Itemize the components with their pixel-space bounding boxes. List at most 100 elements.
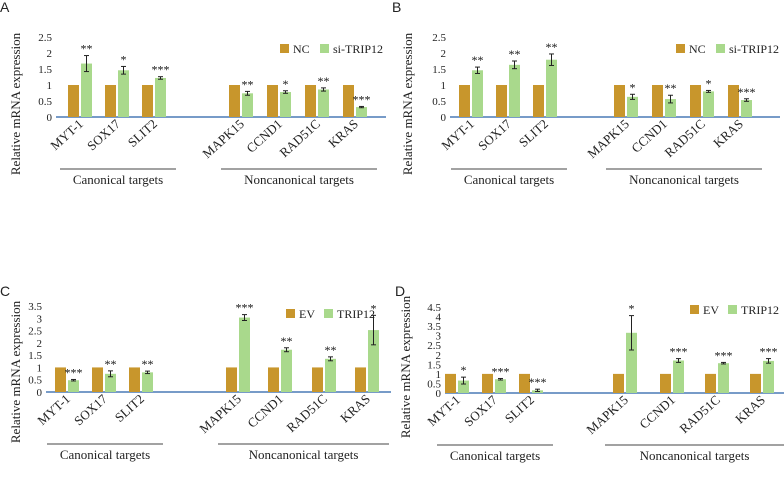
- bar-treatment: [665, 99, 676, 117]
- panel-c: C Relative mRNA expression EV TRIP12 00.…: [0, 283, 391, 462]
- bar-treatment: [356, 107, 367, 117]
- bar-control: [355, 367, 366, 392]
- bar-treatment: [546, 59, 557, 117]
- panel-d: D Relative mRNA expression EV TRIP12 00.…: [395, 283, 784, 463]
- significance-label: ***: [529, 375, 547, 389]
- bar-control: [459, 85, 470, 117]
- x-tick-label: RAD51C: [676, 392, 723, 436]
- y-tick-label: 0: [436, 388, 442, 400]
- x-tick-label: SOX17: [84, 116, 123, 154]
- legend: NC si-TRIP12: [280, 42, 383, 56]
- y-tick-label: 3.5: [28, 301, 42, 313]
- significance-label: ***: [152, 63, 170, 77]
- y-tick-label: 1: [47, 80, 53, 92]
- bar-control: [614, 85, 625, 117]
- x-tick-label: MAPK15: [199, 116, 247, 161]
- panel-letter: D: [395, 283, 405, 299]
- y-tick-label: 2.5: [432, 32, 446, 44]
- significance-label: **: [281, 334, 293, 348]
- y-tick-label: 2: [37, 338, 43, 350]
- panel-letter: A: [0, 0, 10, 15]
- bar-treatment: [763, 360, 774, 393]
- significance-label: **: [142, 357, 154, 371]
- x-tick-label: RAD51C: [283, 391, 330, 435]
- bar-treatment: [703, 91, 714, 117]
- x-tick-label: CCND1: [244, 391, 286, 431]
- significance-label: **: [325, 343, 337, 357]
- significance-label: **: [665, 81, 677, 95]
- y-tick-label: 0: [441, 112, 447, 124]
- y-tick-label: 1.5: [427, 359, 441, 371]
- legend-label-series-1: NC: [689, 42, 706, 56]
- panel-a: A Relative mRNA expression NC si-TRIP12 …: [0, 0, 386, 187]
- bar-control: [750, 373, 761, 393]
- legend-label-series-2: si-TRIP12: [729, 42, 779, 56]
- legend-swatch-series-2: [320, 44, 329, 53]
- x-tick-label: MAPK15: [584, 116, 632, 161]
- significance-label: *: [630, 80, 636, 94]
- y-tick-label: 2: [441, 48, 447, 60]
- group-label: Canonical targets: [60, 447, 150, 462]
- legend-swatch-series-1: [676, 44, 685, 53]
- bar-treatment: [495, 379, 506, 393]
- y-tick-label: 4.5: [427, 302, 441, 314]
- legend-label-series-1: NC: [293, 42, 310, 56]
- bar-control: [660, 373, 671, 393]
- significance-label: **: [546, 40, 558, 54]
- bar-control: [496, 85, 507, 117]
- bar-treatment: [472, 70, 483, 117]
- group-label: Noncanonical targets: [249, 447, 359, 462]
- y-tick-label: 3: [436, 331, 442, 343]
- panel-b: B Relative mRNA expression NC si-TRIP12 …: [392, 0, 780, 187]
- significance-label: ***: [492, 364, 510, 378]
- significance-label: **: [509, 47, 521, 61]
- bar-treatment: [242, 93, 253, 117]
- legend-label-series-2: si-TRIP12: [333, 42, 383, 56]
- bar-treatment: [155, 77, 166, 117]
- y-tick-label: 4: [436, 312, 442, 324]
- x-tick-label: KRAS: [710, 116, 746, 150]
- significance-label: ***: [353, 92, 371, 106]
- significance-label: *: [706, 76, 712, 90]
- significance-label: *: [371, 301, 377, 315]
- significance-label: ***: [738, 85, 756, 99]
- significance-label: *: [461, 363, 467, 377]
- x-tick-label: SLIT2: [502, 392, 537, 426]
- y-tick-label: 1.5: [432, 64, 446, 76]
- bar-treatment: [280, 92, 291, 117]
- x-tick-label: KRAS: [732, 392, 768, 426]
- panel-letter: C: [0, 283, 10, 299]
- bar-chart: 00.511.522.533.544.5 * MYT-1 *** SOX17 *** SLI…: [424, 302, 784, 463]
- bar-treatment: [81, 63, 92, 117]
- y-axis-label: Relative mRNA expression: [400, 32, 415, 175]
- bar-treatment: [68, 380, 79, 392]
- legend-swatch-series-2: [716, 44, 725, 53]
- legend: NC si-TRIP12: [676, 42, 779, 56]
- bar-chart: 00.511.522.533.5***MYT-1**SOX17**SLIT2**…: [28, 301, 391, 462]
- bar-control: [142, 85, 153, 117]
- y-tick-label: 0: [47, 112, 53, 124]
- y-tick-label: 2: [47, 48, 53, 60]
- bar-control: [705, 373, 716, 393]
- x-tick-label: MYT-1: [47, 116, 86, 153]
- bar-control: [613, 373, 624, 393]
- y-tick-label: 1: [441, 80, 447, 92]
- y-tick-label: 3: [37, 313, 43, 325]
- y-tick-label: 1: [37, 362, 43, 374]
- significance-label: ***: [65, 365, 83, 379]
- x-tick-label: MAPK15: [196, 391, 244, 436]
- y-tick-label: 0.5: [28, 375, 42, 387]
- y-tick-label: 1.5: [38, 64, 52, 76]
- significance-label: **: [242, 77, 254, 91]
- y-tick-label: 3.5: [427, 321, 441, 333]
- x-tick-label: SOX17: [71, 391, 110, 429]
- x-tick-label: MAPK15: [583, 392, 631, 437]
- bar-control: [229, 85, 240, 117]
- group-label: Noncanonical targets: [640, 448, 750, 463]
- x-tick-label: RAD51C: [661, 116, 708, 160]
- bar-chart: 00.511.522.5**MYT-1**SOX17**SLIT2*MAPK15…: [432, 32, 780, 187]
- y-tick-label: 0: [37, 387, 43, 399]
- y-tick-label: 2.5: [38, 32, 52, 44]
- bar-treatment: [458, 380, 469, 393]
